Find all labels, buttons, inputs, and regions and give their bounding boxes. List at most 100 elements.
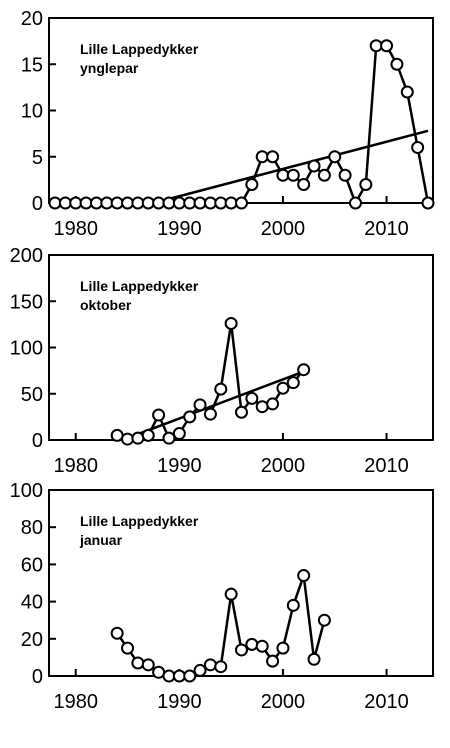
data-point — [235, 405, 248, 419]
x-tick-label: 1980 — [53, 455, 98, 477]
data-point — [307, 652, 321, 666]
data-point — [183, 196, 197, 210]
data-point — [121, 641, 135, 655]
data-point — [297, 363, 311, 377]
data-point — [255, 400, 269, 414]
x-tick-label: 2000 — [261, 691, 306, 713]
y-tick-label: 100 — [10, 338, 43, 360]
data-point — [359, 178, 373, 191]
data-point — [245, 178, 259, 191]
data-point — [48, 196, 62, 210]
plot-frame — [48, 489, 434, 677]
data-point — [286, 598, 300, 612]
data-point — [89, 196, 103, 210]
x-tick-label: 2010 — [364, 455, 409, 477]
y-tick-label: 60 — [21, 554, 43, 576]
data-point — [152, 408, 166, 422]
chart-annotation: ynglepar — [80, 60, 139, 76]
data-point — [152, 196, 166, 210]
data-point — [141, 196, 155, 210]
y-tick-label: 40 — [21, 592, 43, 614]
data-point — [131, 656, 145, 670]
data-point — [162, 196, 176, 210]
data-point — [266, 150, 280, 164]
data-point — [172, 669, 186, 683]
chart-panel-2: 0 50 100 150 200 1980 1990 2000 2010 Lille Lapped… — [10, 245, 434, 477]
x-tick-label: 2010 — [364, 691, 409, 713]
data-point — [245, 391, 259, 405]
y-tick-label: 15 — [21, 54, 43, 76]
data-point — [193, 196, 207, 210]
chart-panel-3: 0 20 40 60 80 100 1980 1990 2000 2010 Lille Lapped… — [10, 480, 434, 713]
data-point — [141, 428, 155, 442]
data-point — [266, 397, 280, 411]
y-tick-label: 200 — [10, 245, 43, 267]
data-point — [255, 639, 269, 653]
y-tick-label: 0 — [32, 430, 43, 452]
data-point — [79, 196, 93, 210]
data-point — [69, 196, 83, 210]
y-tick-label: 0 — [32, 193, 43, 215]
data-point — [110, 196, 124, 210]
y-tick-label: 10 — [21, 101, 43, 123]
y-tick-label: 150 — [10, 291, 43, 313]
trend-line — [153, 129, 429, 205]
data-point — [183, 669, 197, 683]
data-point — [162, 669, 176, 683]
data-point — [214, 196, 228, 210]
data-point — [328, 150, 342, 164]
x-tick-label: 1990 — [157, 691, 202, 713]
x-tick-label: 1980 — [53, 691, 98, 713]
data-point — [203, 407, 217, 421]
y-tick-label: 0 — [32, 666, 43, 688]
data-point — [224, 587, 238, 601]
chart-annotation: januar — [79, 532, 123, 548]
data-point — [121, 432, 135, 446]
data-point — [110, 626, 124, 640]
data-point — [131, 431, 145, 445]
data-point — [307, 159, 321, 173]
x-tick-label: 1980 — [53, 218, 98, 240]
data-point — [183, 410, 197, 424]
data-point — [317, 613, 331, 627]
data-point — [235, 643, 248, 657]
y-tick-label: 50 — [21, 384, 43, 406]
data-point — [400, 85, 414, 99]
data-point — [255, 150, 269, 164]
data-point — [245, 637, 259, 651]
data-point — [276, 641, 290, 655]
data-point — [369, 39, 383, 53]
data-point — [152, 665, 166, 679]
data-point — [110, 428, 124, 442]
data-point — [348, 196, 362, 210]
chart-annotation: Lille Lappedykker — [80, 41, 199, 57]
chart-annotation: oktober — [80, 297, 132, 313]
x-tick-label: 1990 — [157, 218, 202, 240]
chart-annotation: Lille Lappedykker — [80, 513, 199, 529]
data-point — [390, 57, 404, 71]
y-tick-label: 20 — [21, 8, 43, 30]
data-point — [214, 660, 228, 674]
data-point — [58, 196, 72, 210]
data-point — [266, 654, 280, 668]
data-point — [100, 196, 114, 210]
y-tick-label: 20 — [21, 629, 43, 651]
data-point — [172, 427, 186, 441]
data-point — [203, 658, 217, 672]
chart-panel-1: 0 5 10 15 20 1980 1990 2000 2010 Lille Lappedykke… — [21, 8, 435, 240]
data-point — [411, 141, 425, 154]
data-point — [286, 168, 300, 182]
data-point — [193, 398, 207, 412]
chart-annotation: Lille Lappedykker — [80, 278, 199, 294]
data-point — [338, 168, 352, 182]
x-tick-label: 2000 — [261, 218, 306, 240]
data-point — [224, 196, 238, 210]
x-tick-label: 1990 — [157, 455, 202, 477]
y-tick-label: 100 — [10, 480, 43, 502]
data-point — [421, 196, 435, 210]
x-tick-label: 2010 — [364, 218, 409, 240]
data-point — [380, 39, 394, 53]
data-point — [172, 196, 186, 210]
data-point — [141, 658, 155, 672]
